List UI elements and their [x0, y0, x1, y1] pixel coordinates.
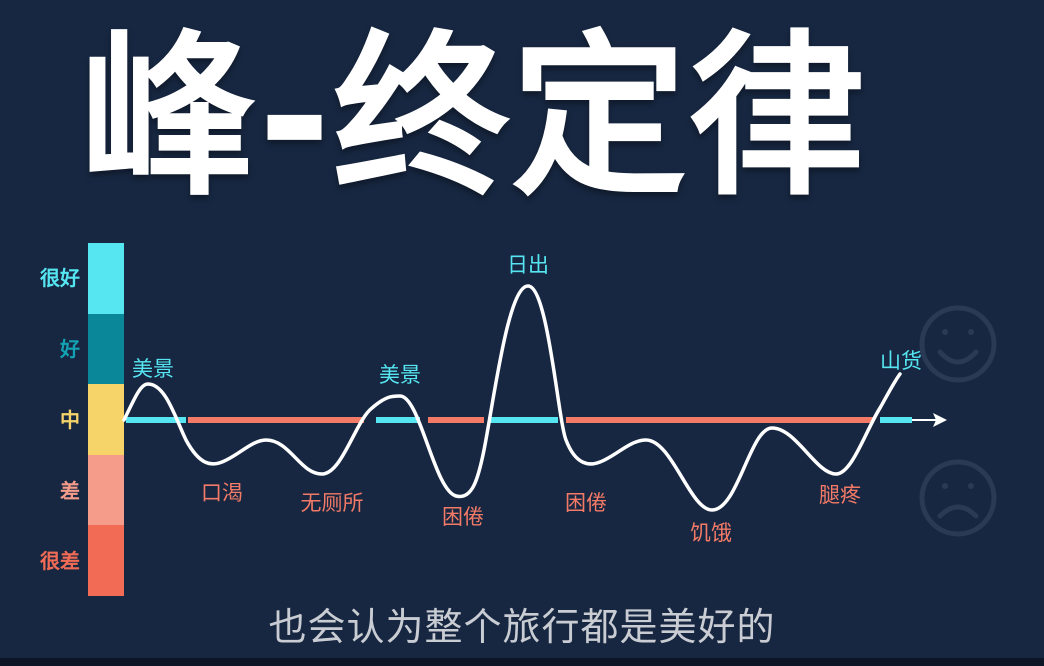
scale-segment-very-bad: [88, 525, 124, 596]
scale-segment-good: [88, 313, 124, 385]
event-label: 无厕所: [301, 491, 364, 515]
event-label: 日出: [507, 253, 549, 277]
event-label: 美景: [379, 363, 421, 387]
scale-segment-bad: [88, 454, 124, 526]
smiley-face-icon: [919, 305, 997, 383]
event-label: 美景: [132, 357, 174, 381]
scale-label-very-good: 很好: [40, 266, 80, 290]
event-label: 口渴: [201, 481, 243, 505]
scale-label-good: 好: [60, 337, 80, 361]
bottom-strip: [0, 658, 1044, 666]
scale-segment-neutral: [88, 384, 124, 455]
axis-arrow-icon: [933, 413, 947, 427]
event-label: 饥饿: [690, 521, 732, 545]
sad-face-icon: [919, 459, 997, 537]
scale-segment-very-good: [88, 243, 124, 314]
experience-curve: [122, 284, 902, 512]
scale-label-very-bad: 很差: [40, 549, 80, 573]
scale-label-neutral: 中: [60, 408, 80, 432]
event-label: 困倦: [442, 505, 484, 529]
event-label: 腿疼: [819, 483, 861, 507]
scale-label-bad: 差: [60, 479, 80, 503]
page-title: 峰-终定律: [80, 15, 868, 220]
subtitle-caption: 也会认为整个旅行都是美好的: [268, 605, 776, 649]
rating-scale-bar: [88, 243, 124, 596]
event-label: 困倦: [565, 491, 607, 515]
event-label: 山货: [880, 349, 922, 373]
